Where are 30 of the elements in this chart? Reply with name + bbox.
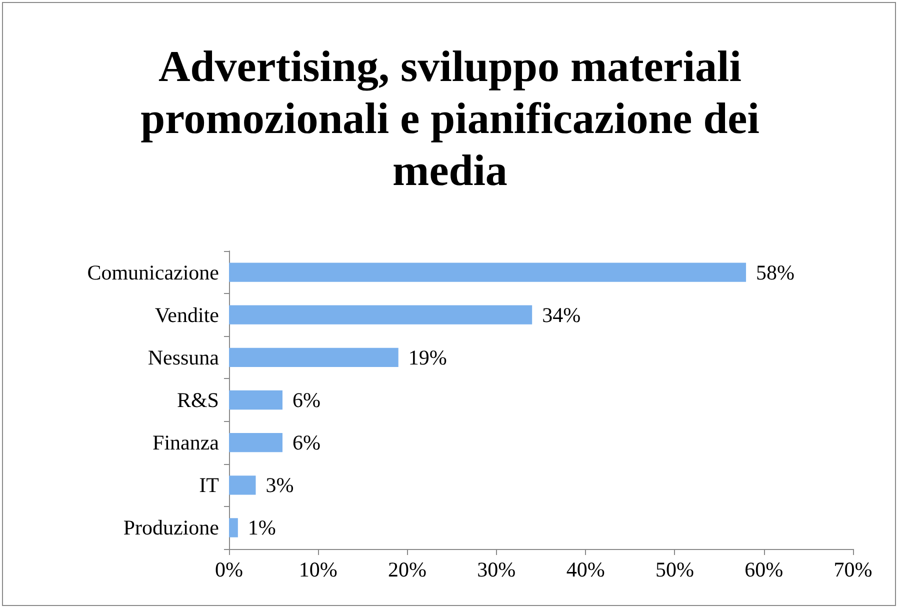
x-tick-label: 40% bbox=[566, 558, 605, 582]
chart-title: Advertising, sviluppo materiali promozionali e pianificazione dei media bbox=[140, 41, 760, 197]
x-tick-label: 30% bbox=[477, 558, 516, 582]
bar bbox=[229, 518, 238, 538]
x-tick-label: 10% bbox=[298, 558, 338, 582]
data-label: 58% bbox=[756, 260, 795, 284]
data-label: 34% bbox=[542, 302, 581, 327]
bar bbox=[229, 348, 398, 368]
y-tick-label: R&S bbox=[176, 388, 219, 412]
y-tick-label: IT bbox=[199, 473, 220, 498]
data-label: 3% bbox=[266, 473, 294, 498]
x-tick-label: 60% bbox=[744, 558, 784, 582]
y-tick-label: Produzione bbox=[123, 516, 219, 540]
data-label: 19% bbox=[408, 345, 447, 370]
bar bbox=[229, 432, 282, 452]
y-tick-label: Vendite bbox=[154, 302, 219, 327]
bar bbox=[229, 305, 532, 324]
x-tick-label: 0% bbox=[215, 558, 243, 582]
x-tick-label: 20% bbox=[388, 558, 427, 582]
bar bbox=[229, 390, 282, 410]
y-tick-label: Comunicazione bbox=[87, 260, 219, 284]
y-tick-label: Finanza bbox=[152, 430, 220, 455]
data-label: 6% bbox=[292, 388, 320, 412]
data-label: 6% bbox=[292, 430, 320, 455]
bar bbox=[229, 476, 256, 495]
bar bbox=[229, 262, 746, 282]
data-label: 1% bbox=[248, 516, 276, 540]
x-tick-label: 50% bbox=[655, 558, 694, 582]
x-tick-label: 70% bbox=[834, 558, 872, 582]
y-tick-label: Nessuna bbox=[148, 345, 220, 370]
